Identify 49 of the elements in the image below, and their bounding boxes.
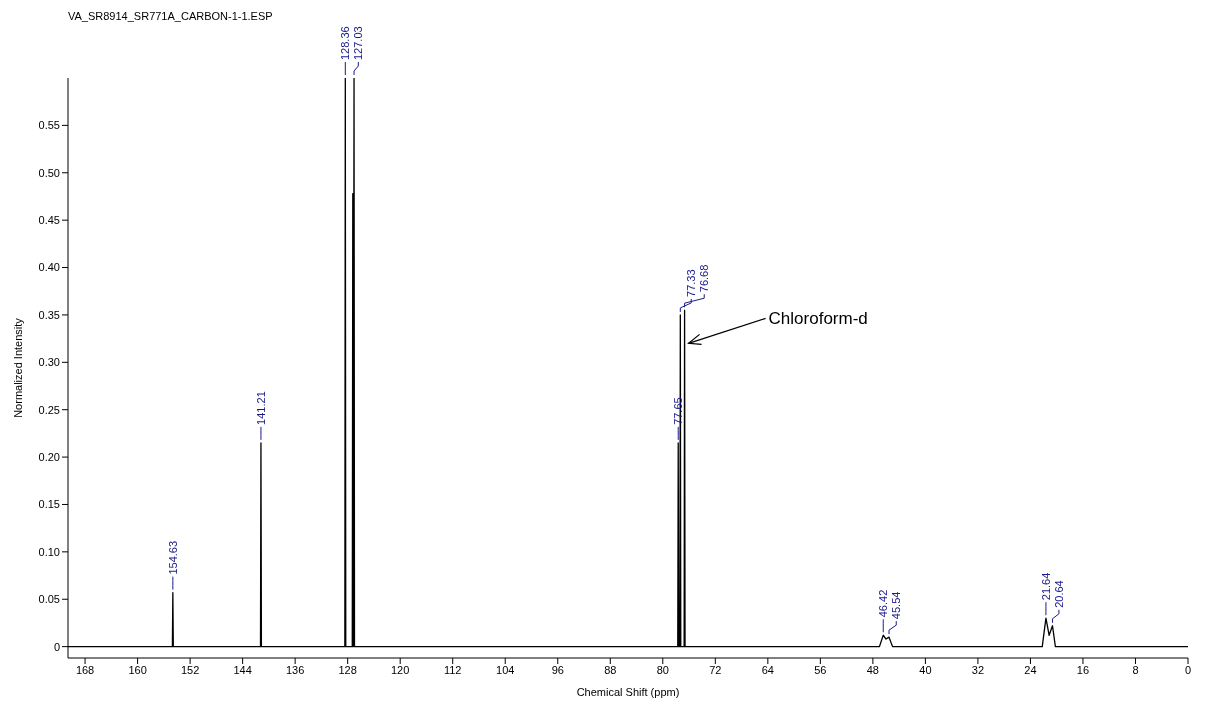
y-tick-label: 0.05 — [38, 593, 60, 606]
y-tick-label: 0.20 — [38, 450, 60, 463]
annotation: Chloroform-d — [768, 309, 868, 329]
y-tick-label: 0.40 — [38, 261, 60, 274]
x-tick-label: 80 — [656, 663, 669, 676]
y-tick-label: 0.15 — [38, 498, 60, 511]
x-tick-label: 128 — [338, 663, 357, 676]
annotation: 76.68 — [698, 264, 711, 293]
y-tick-label: 0.10 — [38, 545, 60, 558]
x-tick-label: 144 — [233, 663, 252, 676]
annotation: 77.33 — [685, 269, 698, 297]
x-tick-label: 96 — [551, 663, 564, 676]
x-tick-label: 72 — [709, 663, 722, 676]
x-tick-label: 88 — [604, 663, 617, 676]
y-tick-label: 0.55 — [38, 119, 60, 132]
annotation: 46.42 — [877, 589, 890, 618]
annotation: 127.03 — [352, 26, 365, 60]
y-tick-label: 0.50 — [38, 166, 60, 179]
x-tick-label: 104 — [496, 663, 515, 676]
chart-title: VA_SR8914_SR771A_CARBON-1-1.ESP — [68, 10, 273, 22]
x-axis-title: Chemical Shift (ppm) — [576, 686, 680, 698]
annotation: 77.65 — [672, 397, 685, 425]
x-tick-label: 24 — [1024, 663, 1037, 676]
x-tick-label: 168 — [75, 663, 95, 676]
annotation: 45.54 — [890, 591, 903, 620]
y-axis-title: Normalized Intensity — [11, 317, 24, 418]
y-tick-label: 0.35 — [38, 308, 60, 321]
x-tick-label: 16 — [1076, 663, 1090, 676]
x-tick-label: 152 — [180, 663, 200, 676]
x-tick-label: 136 — [285, 663, 305, 676]
x-tick-label: 64 — [761, 663, 774, 676]
x-tick-label: 160 — [128, 663, 147, 676]
annotation: 128.36 — [339, 26, 352, 60]
x-tick-label: 112 — [443, 663, 462, 676]
annotation: 21.64 — [1039, 572, 1052, 601]
annotation: 20.64 — [1052, 580, 1065, 608]
x-tick-label: 56 — [814, 663, 827, 676]
x-tick-label: 40 — [919, 663, 932, 676]
y-tick-label: 0.45 — [38, 214, 60, 227]
x-tick-label: 48 — [866, 663, 879, 676]
y-tick-label: 0.30 — [38, 356, 60, 369]
y-tick-label: 0 — [53, 640, 60, 653]
x-tick-label: 32 — [971, 663, 985, 676]
x-tick-label: 8 — [1132, 663, 1139, 676]
annotation: 154.63 — [166, 540, 179, 575]
y-tick-label: 0.25 — [38, 403, 60, 416]
x-tick-label: 0 — [1184, 663, 1192, 676]
annotation: 141.21 — [254, 391, 267, 425]
x-tick-label: 120 — [391, 663, 410, 676]
